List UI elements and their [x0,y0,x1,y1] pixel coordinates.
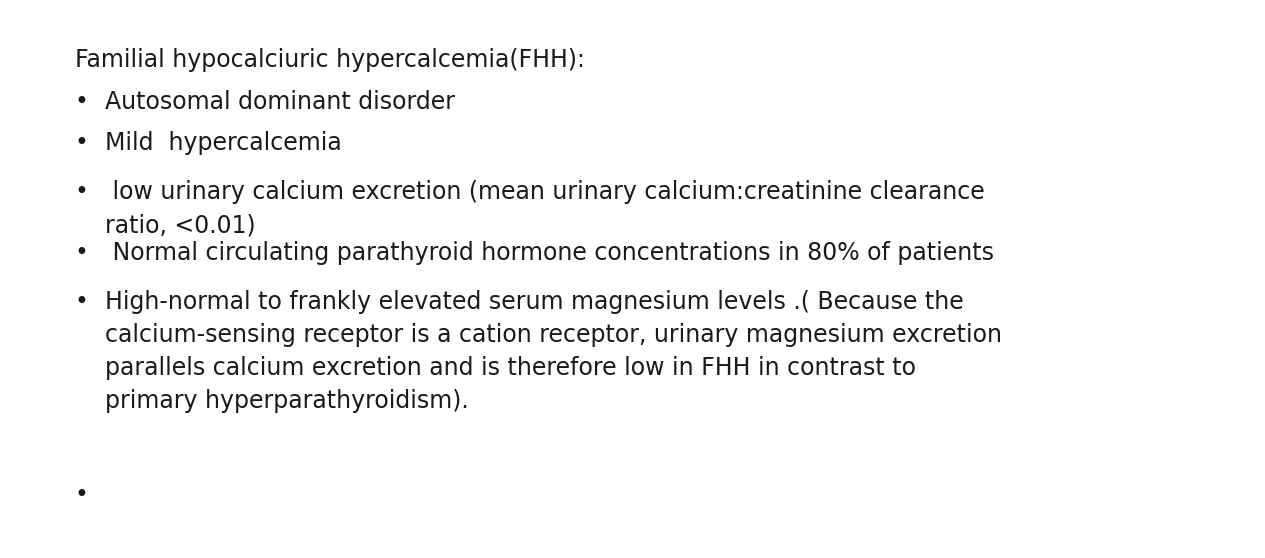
Text: Normal circulating parathyroid hormone concentrations in 80% of patients: Normal circulating parathyroid hormone c… [105,241,994,265]
Text: •: • [75,290,89,314]
Text: calcium-sensing receptor is a cation receptor, urinary magnesium excretion: calcium-sensing receptor is a cation rec… [105,323,1002,347]
Text: High-normal to frankly elevated serum magnesium levels .( Because the: High-normal to frankly elevated serum ma… [105,290,964,314]
Text: •: • [75,180,89,204]
Text: Autosomal dominant disorder: Autosomal dominant disorder [105,90,455,114]
Text: Familial hypocalciuric hypercalcemia(FHH):: Familial hypocalciuric hypercalcemia(FHH… [75,48,584,72]
Text: Mild  hypercalcemia: Mild hypercalcemia [105,131,342,155]
Text: low urinary calcium excretion (mean urinary calcium:creatinine clearance: low urinary calcium excretion (mean urin… [105,180,984,204]
Text: ratio, <0.01): ratio, <0.01) [105,213,256,237]
Text: parallels calcium excretion and is therefore low in FHH in contrast to: parallels calcium excretion and is there… [105,356,916,380]
Text: •: • [75,483,89,507]
Text: •: • [75,131,89,155]
Text: primary hyperparathyroidism).: primary hyperparathyroidism). [105,389,469,413]
Text: •: • [75,90,89,114]
Text: •: • [75,241,89,265]
